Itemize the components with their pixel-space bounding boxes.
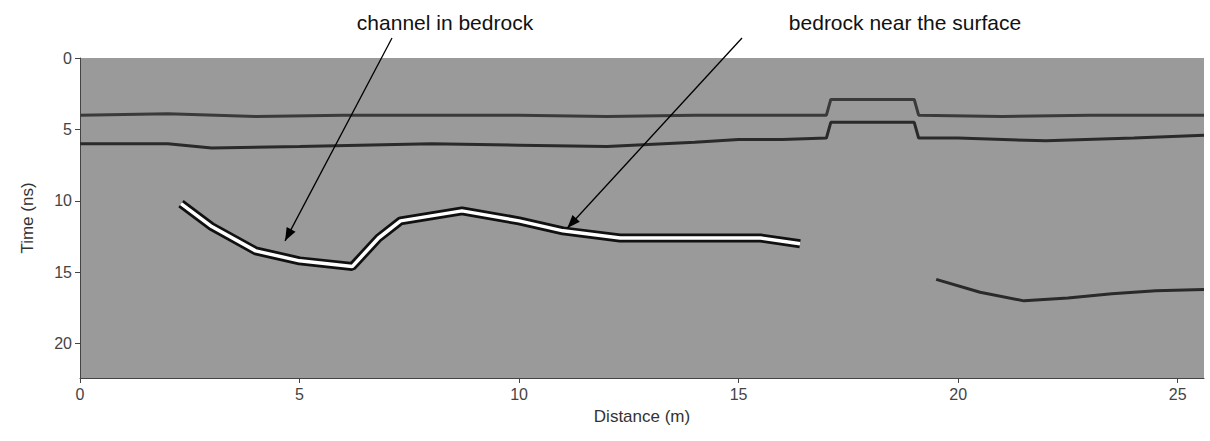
svg-text:5: 5 [295, 386, 304, 403]
svg-text:10: 10 [510, 386, 528, 403]
svg-text:0: 0 [63, 50, 72, 67]
svg-text:10: 10 [54, 192, 72, 209]
svg-text:15: 15 [730, 386, 748, 403]
svg-text:bedrock near the surface: bedrock near the surface [789, 11, 1021, 34]
svg-text:0: 0 [76, 386, 85, 403]
svg-text:Distance (m): Distance (m) [594, 407, 690, 426]
svg-text:25: 25 [1169, 386, 1187, 403]
svg-text:channel in bedrock: channel in bedrock [357, 11, 534, 34]
svg-text:Time (ns): Time (ns) [18, 182, 37, 253]
svg-text:20: 20 [54, 335, 72, 352]
svg-text:20: 20 [949, 386, 967, 403]
svg-text:15: 15 [54, 264, 72, 281]
svg-text:5: 5 [63, 121, 72, 138]
